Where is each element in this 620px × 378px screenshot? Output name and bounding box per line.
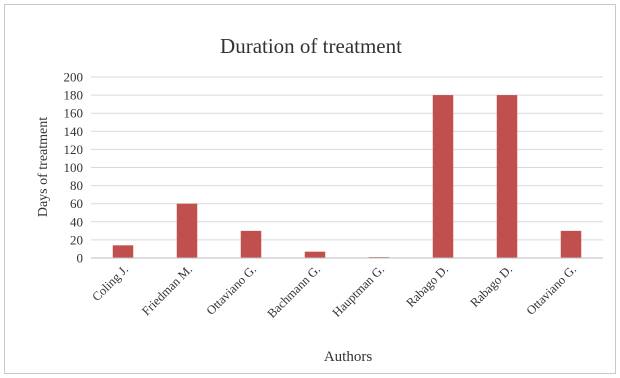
- x-tick-label: Coling J.: [89, 262, 131, 304]
- gridlines: [91, 76, 603, 241]
- x-axis-label: Authors: [324, 349, 372, 365]
- y-tick-label: 120: [64, 142, 84, 157]
- y-tick-label: 160: [64, 106, 84, 121]
- bar: [240, 230, 262, 258]
- chart-title: Duration of treatment: [220, 34, 402, 58]
- bar: [176, 203, 198, 258]
- bar: [496, 95, 518, 258]
- x-tick-label: Ottaviano G.: [524, 262, 580, 318]
- bars: [112, 95, 582, 258]
- bar: [432, 95, 454, 258]
- x-tick-label: Bachmann G.: [265, 262, 324, 321]
- bar: [304, 251, 326, 258]
- y-tick-labels: 0 20 40 60 80 100 120 140 160 180 200: [64, 70, 84, 266]
- y-axis-label: Days of treatment: [36, 117, 51, 217]
- y-tick-label: 200: [64, 70, 84, 85]
- y-tick-label: 20: [70, 232, 83, 247]
- y-tick-label: 180: [64, 88, 84, 103]
- x-tick-label: Rabago D.: [467, 262, 515, 310]
- x-tick-label: Ottaviano G.: [204, 262, 260, 318]
- chart-frame: Duration of treatment 0 20 40 60 80 100 120 140…: [4, 4, 616, 374]
- bar: [112, 245, 134, 258]
- x-tick-label: Rabago D.: [403, 262, 451, 310]
- x-tick-labels: Coling J. Friedman M. Ottaviano G. Bachmann…: [89, 262, 579, 321]
- y-tick-label: 140: [64, 124, 84, 139]
- bar: [560, 230, 582, 258]
- x-tick-label: Hauptman G.: [330, 262, 388, 320]
- bar-chart: Duration of treatment 0 20 40 60 80 100 120 140…: [36, 34, 603, 365]
- y-tick-label: 100: [64, 160, 84, 175]
- y-tick-label: 80: [70, 178, 83, 193]
- x-tick-label: Friedman M.: [139, 262, 195, 318]
- y-tick-label: 40: [70, 214, 83, 229]
- y-tick-label: 60: [70, 196, 83, 211]
- y-tick-label: 0: [77, 251, 84, 266]
